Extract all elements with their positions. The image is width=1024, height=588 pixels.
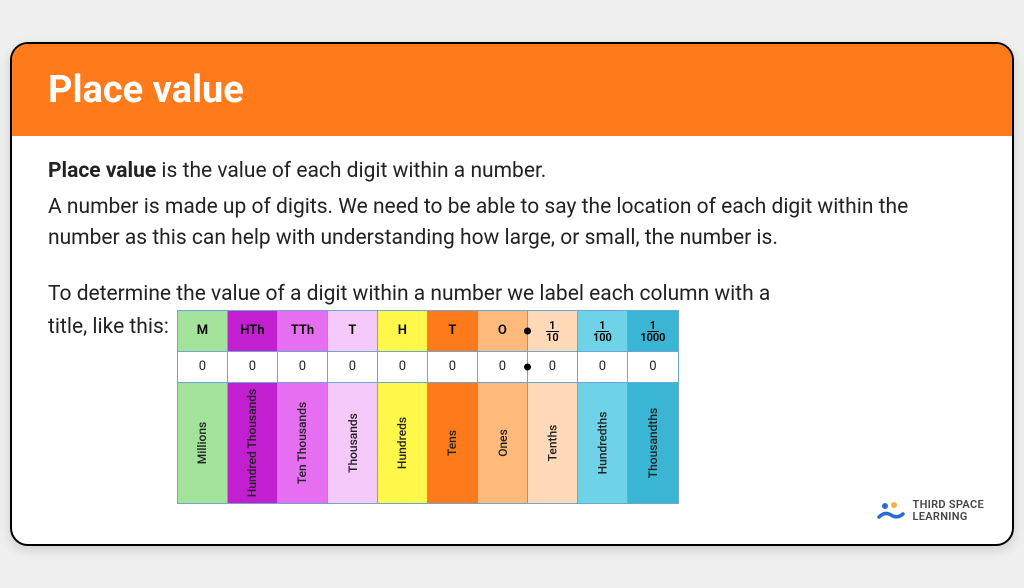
explanation-paragraph: A number is made up of digits. We need t… bbox=[48, 192, 976, 255]
pv-digit-cell: 0 bbox=[628, 352, 678, 382]
pv-header-cell: 110 bbox=[528, 311, 578, 351]
pv-digit-cell: 0 bbox=[528, 352, 578, 382]
decimal-point bbox=[524, 328, 531, 335]
pv-header-cell: O bbox=[478, 311, 528, 351]
pv-label-text: Tens bbox=[443, 430, 461, 456]
pv-label-cell: Thousandths bbox=[628, 383, 678, 503]
fraction-label: 11000 bbox=[637, 320, 668, 343]
pv-header-cell: T bbox=[328, 311, 378, 351]
pv-label-text: Thousandths bbox=[644, 408, 662, 478]
pv-label-text: Ten Thousands bbox=[293, 402, 311, 484]
lead-text: title, like this: bbox=[48, 310, 169, 344]
brand-logo: THIRD SPACE LEARNING bbox=[877, 499, 984, 524]
pv-digit-cell: 0 bbox=[228, 352, 278, 382]
pv-digit-cell: 0 bbox=[178, 352, 228, 382]
pv-label-text: Hundred Thousands bbox=[243, 389, 261, 497]
pv-label-cell: Millions bbox=[178, 383, 228, 503]
logo-icon bbox=[877, 501, 905, 521]
pv-header-cell: 1100 bbox=[578, 311, 628, 351]
pv-header-cell: TTh bbox=[278, 311, 328, 351]
pv-header-cell: 11000 bbox=[628, 311, 678, 351]
fraction-label: 110 bbox=[543, 320, 562, 343]
pv-label-cell: Thousands bbox=[328, 383, 378, 503]
pv-label-cell: Ten Thousands bbox=[278, 383, 328, 503]
pv-header-cell: H bbox=[378, 311, 428, 351]
pv-digits-row: 0000000000 bbox=[178, 352, 678, 383]
pv-digit-cell: 0 bbox=[578, 352, 628, 382]
card-header: Place value bbox=[12, 44, 1012, 136]
place-value-card: Place value Place value is the value of … bbox=[10, 42, 1014, 546]
pv-label-text: Thousands bbox=[343, 413, 361, 473]
pv-digit-cell: 0 bbox=[378, 352, 428, 382]
pv-label-cell: Hundredths bbox=[578, 383, 628, 503]
decimal-point bbox=[524, 364, 531, 371]
card-body: Place value is the value of each digit w… bbox=[12, 136, 1012, 544]
logo-text: THIRD SPACE LEARNING bbox=[913, 499, 984, 524]
definition-line: Place value is the value of each digit w… bbox=[48, 156, 976, 188]
pv-label-cell: Tenths bbox=[528, 383, 578, 503]
pv-label-cell: Hundred Thousands bbox=[228, 383, 278, 503]
fraction-label: 1100 bbox=[590, 320, 615, 343]
pv-digit-cell: 0 bbox=[278, 352, 328, 382]
pv-labels-row: Millions Hundred Thousands Ten Thousands Th… bbox=[178, 383, 678, 503]
place-value-table: MHThTThTHTO1101100110000000000000Million… bbox=[177, 310, 679, 504]
pv-digit-cell: 0 bbox=[478, 352, 528, 382]
card-title: Place value bbox=[48, 68, 976, 112]
pv-header-row: MHThTThTHTO110110011000 bbox=[178, 311, 678, 352]
lead-in-paragraph: To determine the value of a digit within… bbox=[48, 279, 976, 311]
pv-label-cell: Hundreds bbox=[378, 383, 428, 503]
pv-label-text: Hundredths bbox=[593, 412, 611, 475]
pv-label-cell: Tens bbox=[428, 383, 478, 503]
pv-digit-cell: 0 bbox=[328, 352, 378, 382]
table-row-wrap: title, like this: MHThTThTHTO11011001100… bbox=[48, 310, 976, 504]
pv-label-cell: Ones bbox=[478, 383, 528, 503]
pv-label-text: Hundreds bbox=[393, 417, 411, 469]
pv-digit-cell: 0 bbox=[428, 352, 478, 382]
pv-header-cell: HTh bbox=[228, 311, 278, 351]
pv-label-text: Millions bbox=[193, 422, 211, 464]
definition-rest: is the value of each digit within a numb… bbox=[156, 159, 546, 183]
pv-header-cell: T bbox=[428, 311, 478, 351]
term: Place value bbox=[48, 159, 156, 183]
logo-line2: LEARNING bbox=[913, 511, 984, 524]
pv-label-text: Tenths bbox=[543, 425, 561, 462]
pv-header-cell: M bbox=[178, 311, 228, 351]
pv-label-text: Ones bbox=[493, 429, 511, 457]
